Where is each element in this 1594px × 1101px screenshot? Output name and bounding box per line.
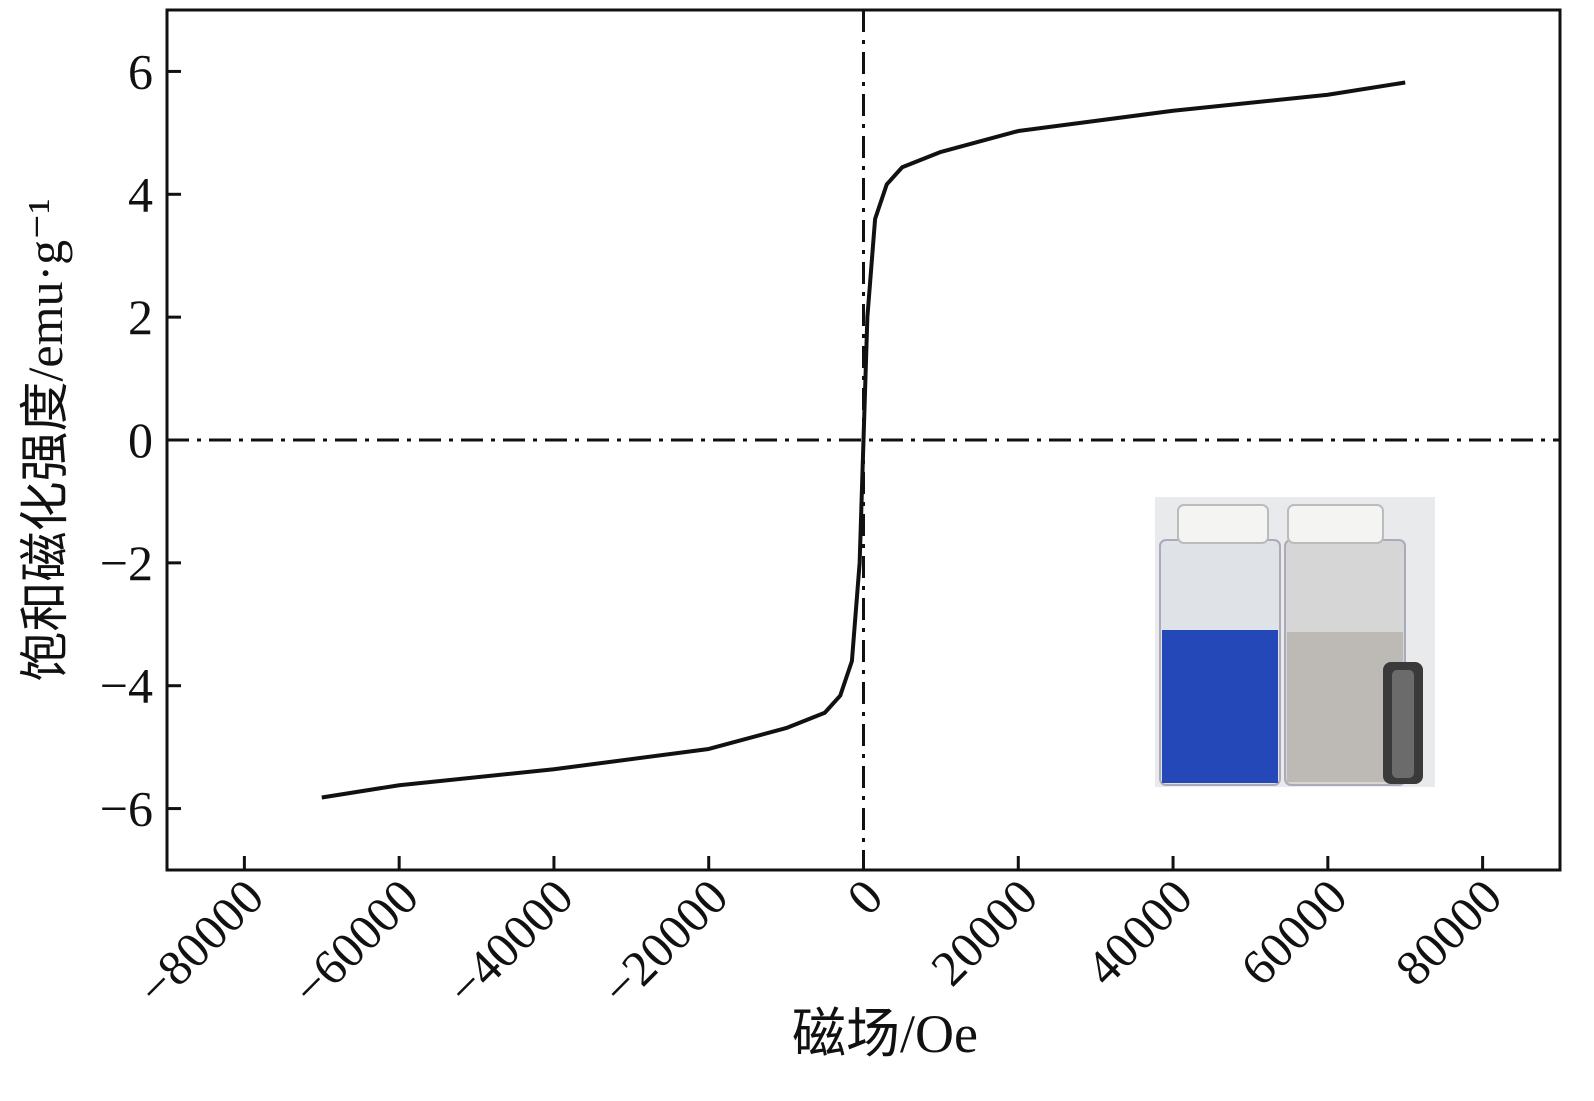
inset-photo — [1155, 497, 1435, 787]
x-tick-label: −20000 — [591, 868, 739, 1016]
y-tick-label: −6 — [100, 781, 153, 837]
x-tick-label: 20000 — [920, 868, 1048, 996]
y-tick-label: 4 — [128, 166, 153, 222]
x-tick-label: 40000 — [1075, 868, 1203, 996]
x-tick-label: 80000 — [1384, 868, 1512, 996]
x-tick-label: 60000 — [1230, 868, 1358, 996]
y-tick-label: −4 — [100, 658, 153, 714]
x-tick-label: −60000 — [281, 868, 429, 1016]
x-axis-label: 磁场/Oe — [792, 1004, 978, 1064]
y-tick-label: 6 — [128, 43, 153, 99]
y-axis-label: 饱和磁化强度/emu·g⁻¹ — [17, 198, 73, 681]
x-tick-label: 0 — [836, 868, 893, 925]
y-tick-label: −2 — [100, 535, 153, 591]
y-tick-label: 0 — [128, 412, 153, 468]
magnetization-curve — [321, 80, 1406, 800]
x-tick-label: −40000 — [436, 868, 584, 1016]
y-tick-label: 2 — [128, 289, 153, 345]
x-tick-label: −80000 — [126, 868, 274, 1016]
